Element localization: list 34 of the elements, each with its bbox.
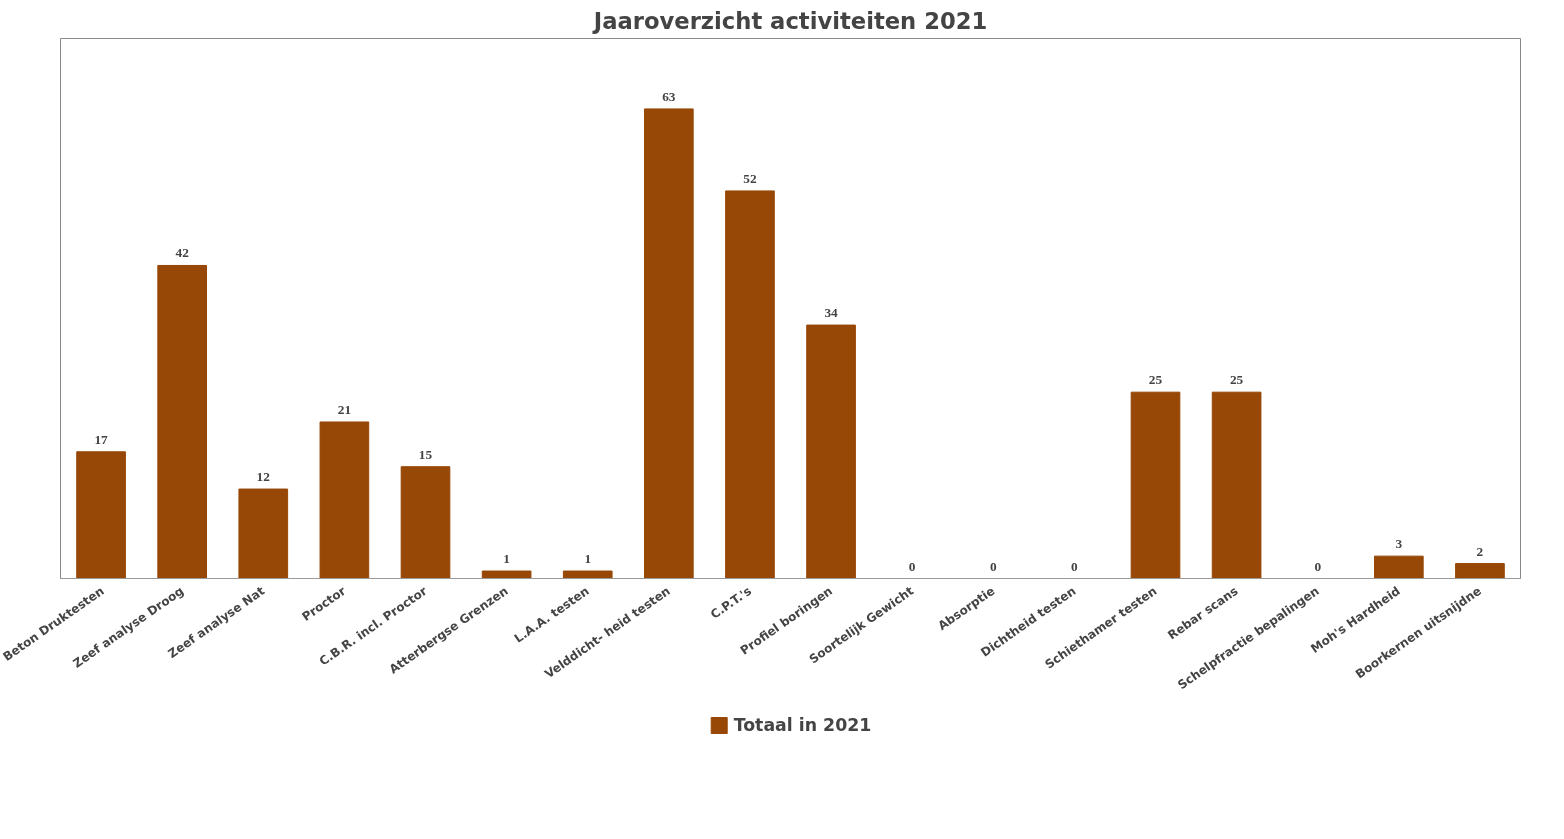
data-label: 0 (908, 558, 916, 574)
bar (644, 108, 694, 579)
bar (562, 570, 613, 579)
data-label: 17 (94, 431, 109, 447)
bar (1130, 391, 1181, 579)
bar (157, 264, 207, 579)
bar (319, 421, 370, 579)
data-label: 34 (824, 305, 839, 321)
data-label: 52 (743, 170, 757, 186)
data-label: 0 (1071, 558, 1079, 574)
data-label: 1 (503, 551, 510, 567)
data-label: 25 (1148, 372, 1163, 388)
bar (400, 466, 451, 579)
bar (1374, 555, 1424, 579)
bar (725, 190, 775, 579)
data-label: 0 (989, 558, 997, 574)
bar (1211, 391, 1262, 579)
chart-title: Jaaroverzicht activiteiten 2021 (591, 7, 988, 34)
data-label: 63 (662, 88, 676, 104)
data-label: 42 (175, 245, 190, 261)
bar (1455, 563, 1505, 579)
data-label: 0 (1314, 558, 1322, 574)
data-label: 1 (584, 551, 592, 567)
data-label: 3 (1395, 536, 1403, 552)
bar (76, 451, 126, 579)
data-label: 15 (418, 446, 433, 462)
bar (806, 324, 856, 579)
data-label: 2 (1476, 543, 1484, 559)
bar (238, 488, 289, 579)
data-label: 25 (1229, 372, 1244, 388)
data-label: 12 (256, 469, 271, 485)
legend-label: Totaal in 2021 (733, 715, 872, 735)
data-label: 21 (337, 401, 352, 417)
bar (481, 570, 532, 579)
